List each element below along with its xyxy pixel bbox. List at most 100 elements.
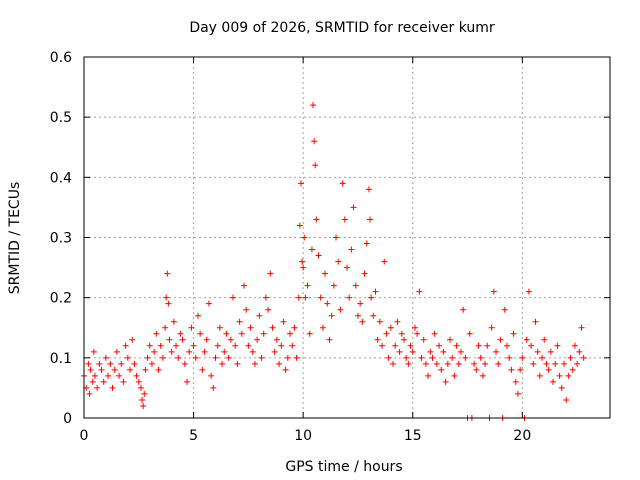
data-point bbox=[221, 348, 228, 355]
data-point bbox=[245, 342, 252, 349]
data-point bbox=[304, 282, 311, 289]
data-point bbox=[216, 324, 223, 331]
data-point bbox=[107, 360, 114, 367]
data-point bbox=[280, 318, 287, 325]
data-point bbox=[576, 348, 583, 355]
data-point bbox=[203, 336, 210, 343]
data-point bbox=[173, 342, 180, 349]
data-point bbox=[477, 354, 484, 361]
data-point bbox=[296, 222, 303, 229]
data-point bbox=[153, 330, 160, 337]
y-axis-label: SRMTID / TECUs bbox=[7, 182, 23, 295]
data-point bbox=[510, 330, 517, 337]
data-point bbox=[357, 300, 364, 307]
data-point bbox=[457, 348, 464, 355]
y-tick-label: 0.3 bbox=[50, 231, 72, 247]
data-point bbox=[247, 324, 254, 331]
data-point bbox=[223, 330, 230, 337]
data-point bbox=[90, 348, 97, 355]
data-point bbox=[225, 354, 232, 361]
data-point bbox=[528, 342, 535, 349]
data-point bbox=[310, 102, 317, 109]
data-point bbox=[556, 372, 563, 379]
data-point bbox=[302, 294, 309, 301]
data-point bbox=[301, 234, 308, 241]
data-point bbox=[163, 294, 170, 301]
data-point bbox=[394, 318, 401, 325]
data-point bbox=[146, 342, 153, 349]
data-point bbox=[539, 354, 546, 361]
data-point bbox=[162, 324, 169, 331]
y-tick-label: 0.2 bbox=[50, 291, 72, 307]
data-point bbox=[493, 348, 500, 355]
data-point bbox=[148, 360, 155, 367]
x-tick-label: 5 bbox=[189, 428, 198, 444]
data-point bbox=[392, 342, 399, 349]
data-point bbox=[403, 354, 410, 361]
data-point bbox=[297, 180, 304, 187]
data-point bbox=[319, 324, 326, 331]
data-point bbox=[569, 366, 576, 373]
x-tick-label: 10 bbox=[294, 428, 312, 444]
data-point bbox=[565, 372, 572, 379]
data-point bbox=[236, 318, 243, 325]
data-point bbox=[381, 258, 388, 265]
data-point bbox=[113, 348, 120, 355]
data-point bbox=[129, 336, 136, 343]
chart-title: Day 009 of 2026, SRMTID for receiver kum… bbox=[189, 20, 495, 36]
x-tick-label: 20 bbox=[513, 428, 531, 444]
data-point bbox=[98, 366, 105, 373]
data-point bbox=[219, 360, 226, 367]
data-point bbox=[488, 324, 495, 331]
data-point bbox=[453, 342, 460, 349]
data-point bbox=[313, 216, 320, 223]
data-point bbox=[563, 396, 570, 403]
data-point bbox=[471, 360, 478, 367]
data-point bbox=[210, 384, 217, 391]
data-point bbox=[425, 372, 432, 379]
y-tick-label: 0 bbox=[63, 411, 72, 427]
data-point bbox=[341, 216, 348, 223]
data-point bbox=[251, 360, 258, 367]
data-point bbox=[536, 372, 543, 379]
data-point bbox=[547, 348, 554, 355]
data-point bbox=[433, 360, 440, 367]
data-point bbox=[339, 180, 346, 187]
data-point bbox=[256, 312, 263, 319]
data-point bbox=[361, 270, 368, 277]
data-point bbox=[367, 216, 374, 223]
data-point bbox=[214, 342, 221, 349]
data-point bbox=[291, 324, 298, 331]
data-point bbox=[363, 240, 370, 247]
data-point bbox=[409, 348, 416, 355]
data-point bbox=[370, 312, 377, 319]
data-point bbox=[212, 354, 219, 361]
data-point bbox=[300, 264, 307, 271]
data-point bbox=[284, 354, 291, 361]
data-point bbox=[545, 366, 552, 373]
data-point bbox=[177, 330, 184, 337]
data-point bbox=[440, 348, 447, 355]
data-point bbox=[271, 348, 278, 355]
data-point bbox=[552, 360, 559, 367]
data-point bbox=[525, 288, 532, 295]
data-point bbox=[311, 138, 318, 145]
data-point bbox=[164, 270, 171, 277]
data-point bbox=[554, 342, 561, 349]
data-point bbox=[420, 336, 427, 343]
data-point bbox=[368, 294, 375, 301]
data-point bbox=[514, 390, 521, 397]
data-point bbox=[312, 162, 319, 169]
data-point bbox=[571, 342, 578, 349]
data-point bbox=[262, 294, 269, 301]
data-point bbox=[197, 330, 204, 337]
data-point bbox=[91, 372, 98, 379]
data-point bbox=[141, 390, 148, 397]
data-point bbox=[350, 204, 357, 211]
data-point bbox=[137, 384, 144, 391]
data-point bbox=[168, 348, 175, 355]
data-point bbox=[379, 342, 386, 349]
data-point bbox=[155, 366, 162, 373]
data-point bbox=[418, 354, 425, 361]
